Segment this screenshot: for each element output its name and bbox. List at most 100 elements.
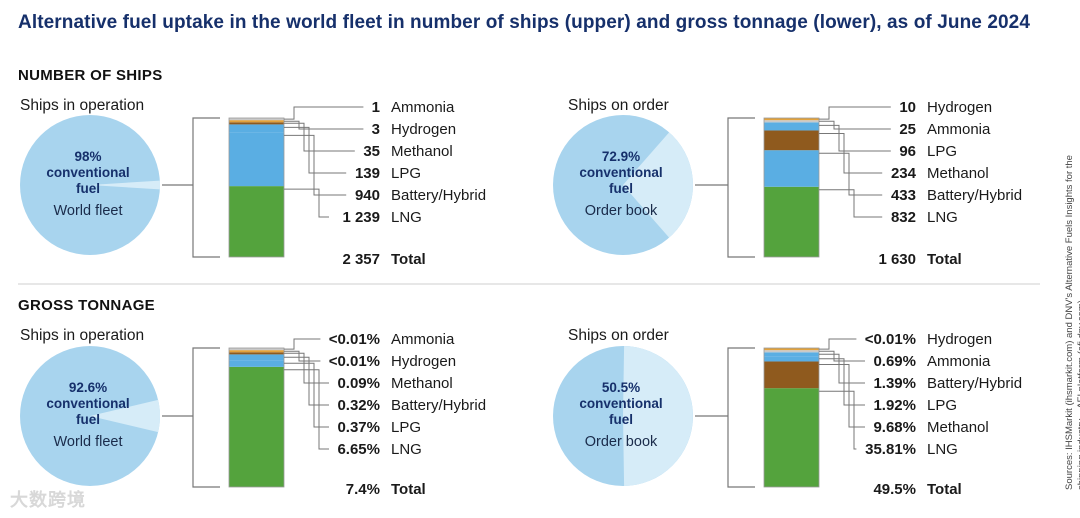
panel3-pie-label-line1: conventional <box>46 396 129 411</box>
panel1-leader-lpg <box>284 126 347 174</box>
panel3-bar-lpg <box>229 360 284 367</box>
panel4-bar-methanol <box>764 361 819 389</box>
panel2-pie-label-line1: conventional <box>579 165 662 180</box>
panel1-leader-hydrogen <box>284 120 364 130</box>
panel4-value-methanol: 9.68% <box>873 419 916 436</box>
panel4-leader-lng <box>819 390 857 450</box>
panel3-name-lpg: LPG <box>391 419 421 436</box>
panel3-name-methanol: Methanol <box>391 375 453 392</box>
panel1-value-battery-hybrid: 940 <box>355 187 380 204</box>
panel4-bar-lng <box>764 388 819 487</box>
panel3-value-methanol: 0.09% <box>337 375 380 392</box>
panel1-name-ammonia: Ammonia <box>391 99 455 116</box>
panel2-name-lng: LNG <box>927 209 958 226</box>
panel3-leader-lpg <box>284 362 329 428</box>
panel1-bar-outline <box>228 117 285 258</box>
section-heading-ships: NUMBER OF SHIPS <box>18 67 163 84</box>
panel1-leader-lng <box>284 188 329 218</box>
panel2-name-battery-hybrid: Battery/Hybrid <box>927 187 1022 204</box>
panel2-name-hydrogen: Hydrogen <box>927 99 992 116</box>
panel2-bar-hydrogen <box>764 118 819 121</box>
panel3-leader-hydrogen <box>284 350 321 362</box>
panel4-value-lng: 35.81% <box>865 441 916 458</box>
panel2-bracket <box>727 117 755 258</box>
panel2-total-label: Total <box>927 251 962 268</box>
panel1-total-value: 2 357 <box>342 251 380 268</box>
panel2-bar-outline <box>763 117 820 258</box>
panel2-value-lpg: 96 <box>899 143 916 160</box>
panel3-leader-lng <box>284 369 329 450</box>
panel1-leader-ammonia <box>284 106 364 120</box>
panel3-total-label: Total <box>391 481 426 498</box>
panel2-pie-label-line2: fuel <box>609 181 633 196</box>
panel2-value-battery-hybrid: 433 <box>891 187 916 204</box>
panel3-bar-battery-hybrid <box>229 354 284 361</box>
panel4-subtitle: Ships on order <box>568 327 669 344</box>
panel3-bar-hydrogen <box>229 350 284 353</box>
panel4-name-ammonia: Ammonia <box>927 353 991 370</box>
panel2-bar-ammonia <box>764 120 819 123</box>
panel4-name-lpg: LPG <box>927 397 957 414</box>
panel3-bar-ammonia <box>229 348 284 351</box>
panel2-subtitle: Ships on order <box>568 97 669 114</box>
section-heading-tonnage: GROSS TONNAGE <box>18 297 155 314</box>
panel3-name-battery-hybrid: Battery/Hybrid <box>391 397 486 414</box>
panel4-bar-lpg <box>764 356 819 362</box>
panel3-bar-lng <box>229 366 284 487</box>
panel1-leader-battery-hybrid <box>284 134 347 196</box>
panel1-name-lpg: LPG <box>391 165 421 182</box>
panel2-pie-sublabel: Order book <box>585 203 658 219</box>
panel4-value-lpg: 1.92% <box>873 397 916 414</box>
panel1-value-lng: 1 239 <box>342 209 380 226</box>
panel4-value-hydrogen: <0.01% <box>865 331 916 348</box>
panel1-subtitle: Ships in operation <box>20 97 144 114</box>
panel3-pie-percent: 92.6% <box>69 380 107 395</box>
panel3-subtitle: Ships in operation <box>20 327 144 344</box>
panel4-bar-outline <box>763 347 820 488</box>
panel4-name-hydrogen: Hydrogen <box>927 331 992 348</box>
panel1-pie-sublabel: World fleet <box>53 203 122 219</box>
panel2-pie-percent: 72.9% <box>602 149 640 164</box>
panel1-value-methanol: 35 <box>363 143 380 160</box>
panel4-leader-methanol <box>819 364 865 428</box>
panel3-name-ammonia: Ammonia <box>391 331 455 348</box>
panel1-leader-methanol <box>284 122 355 152</box>
panel1-pie-percent: 98% <box>74 149 101 164</box>
panel4-leader-lpg <box>819 358 865 406</box>
panel3-pie-sublabel: World fleet <box>53 434 122 450</box>
panel4-pie-percent: 50.5% <box>602 380 640 395</box>
panel3-value-battery-hybrid: 0.32% <box>337 397 380 414</box>
panel1-value-ammonia: 1 <box>372 99 380 116</box>
panel3-leader-battery-hybrid <box>284 356 329 406</box>
panel1-name-lng: LNG <box>391 209 422 226</box>
panel4-pie-label-line2: fuel <box>609 412 633 427</box>
watermark: 大数跨境 <box>10 490 86 510</box>
panel4-bar-battery-hybrid <box>764 352 819 357</box>
panel3-value-lpg: 0.37% <box>337 419 380 436</box>
panel4-name-battery-hybrid: Battery/Hybrid <box>927 375 1022 392</box>
panel1-bracket <box>192 117 220 258</box>
panel2-leader-battery-hybrid <box>819 152 883 196</box>
panel3-leader-methanol <box>284 352 329 384</box>
panel3-value-hydrogen: <0.01% <box>329 353 380 370</box>
panel3-bracket <box>192 347 220 488</box>
panel2-bar-lpg <box>764 122 819 131</box>
panel4-bracket <box>727 347 755 488</box>
panel1-bar-lng <box>229 186 284 257</box>
panel3-value-lng: 6.65% <box>337 441 380 458</box>
panel4-pie-sublabel: Order book <box>585 434 658 450</box>
panel4-name-lng: LNG <box>927 441 958 458</box>
panel3-pie-label-line2: fuel <box>76 412 100 427</box>
chart-title: Alternative fuel uptake in the world fle… <box>18 12 1031 33</box>
panel1-name-battery-hybrid: Battery/Hybrid <box>391 187 486 204</box>
panel4-leader-ammonia <box>819 350 865 362</box>
panel2-name-ammonia: Ammonia <box>927 121 991 138</box>
panel2-total-value: 1 630 <box>878 251 916 268</box>
panel3-pie-alternative <box>90 399 161 433</box>
panel1-bar-hydrogen <box>229 120 284 123</box>
panel1-pie-alternative <box>90 180 160 190</box>
panel1-bar-battery-hybrid <box>229 132 284 187</box>
panel2-bar-battery-hybrid <box>764 150 819 187</box>
panel1-name-methanol: Methanol <box>391 143 453 160</box>
panel1-bar-methanol <box>229 122 284 125</box>
